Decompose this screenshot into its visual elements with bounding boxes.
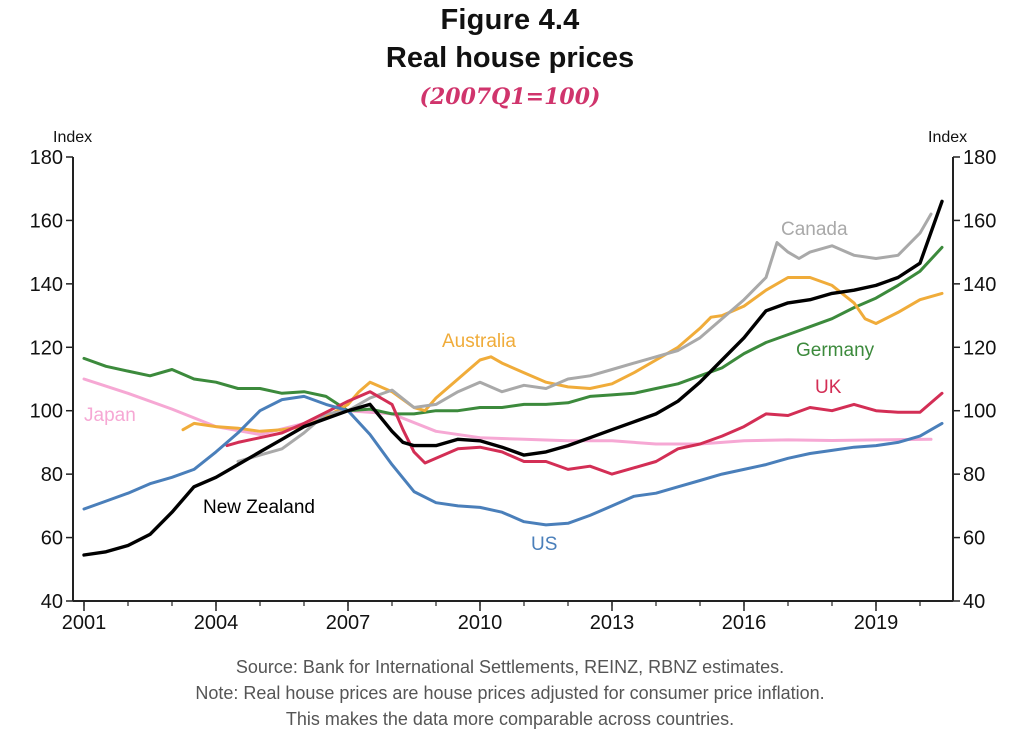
chart-series	[82, 199, 944, 557]
series-label-australia: Australia	[442, 331, 516, 352]
y-tick-label-right: 80	[963, 464, 985, 486]
x-tick-label: 2004	[194, 612, 239, 634]
series-label-japan: Japan	[84, 405, 136, 426]
y-axis-label-right: Index	[928, 129, 967, 146]
y-tick-label-right: 160	[963, 210, 996, 232]
x-tick-label: 2013	[590, 612, 635, 634]
series-label-new-zealand: New Zealand	[203, 497, 315, 518]
y-tick-label-right: 60	[963, 528, 985, 550]
y-tick-label-right: 180	[963, 147, 996, 169]
series-line-us	[82, 394, 944, 527]
y-tick-label-left: 180	[30, 147, 63, 169]
series-line-uk	[225, 390, 944, 476]
series-line-germany	[82, 245, 944, 416]
y-tick-label-left: 120	[30, 337, 63, 359]
series-line-canada	[236, 212, 933, 463]
y-tick-label-right: 120	[963, 337, 996, 359]
y-axis-label-left: Index	[53, 129, 92, 146]
y-tick-label-right: 140	[963, 274, 996, 296]
x-tick-label: 2016	[722, 612, 767, 634]
chart-axes: 40 40 60 60 80 80 100 100 120 120 140 140 160 160 180 1…	[30, 129, 997, 634]
series-label-us: US	[531, 534, 557, 555]
x-tick-label: 2001	[62, 612, 107, 634]
y-tick-label-right: 100	[963, 401, 996, 423]
definition-note: Note: Real house prices are house prices…	[195, 683, 825, 703]
y-tick-label-left: 60	[41, 528, 63, 550]
series-label-canada: Canada	[781, 219, 848, 240]
y-tick-label-left: 160	[30, 210, 63, 232]
line-chart: 40 40 60 60 80 80 100 100 120 120 140 140 160 160 180 1…	[30, 129, 997, 634]
series-label-uk: UK	[815, 377, 842, 398]
y-tick-label-left: 100	[30, 401, 63, 423]
y-tick-label-left: 140	[30, 274, 63, 296]
y-tick-label-right: 40	[963, 591, 985, 613]
series-label-germany: Germany	[796, 340, 875, 361]
chart-title: Real house prices	[385, 42, 635, 74]
x-tick-label: 2007	[326, 612, 371, 634]
y-tick-label-left: 80	[41, 464, 63, 486]
series-line-new-zealand	[82, 199, 944, 557]
y-tick-label-left: 40	[41, 591, 63, 613]
figure-number: Figure 4.4	[440, 4, 580, 36]
chart-series-labels: Japan Australia Canada Germany UK New Zealand…	[84, 219, 875, 555]
x-tick-label: 2019	[854, 612, 899, 634]
comparison-note: This makes the data more comparable acro…	[285, 709, 735, 729]
source-note: Source: Bank for International Settlemen…	[235, 657, 785, 677]
chart-base-note: (2007Q1=100)	[419, 84, 601, 110]
x-tick-label: 2010	[458, 612, 503, 634]
